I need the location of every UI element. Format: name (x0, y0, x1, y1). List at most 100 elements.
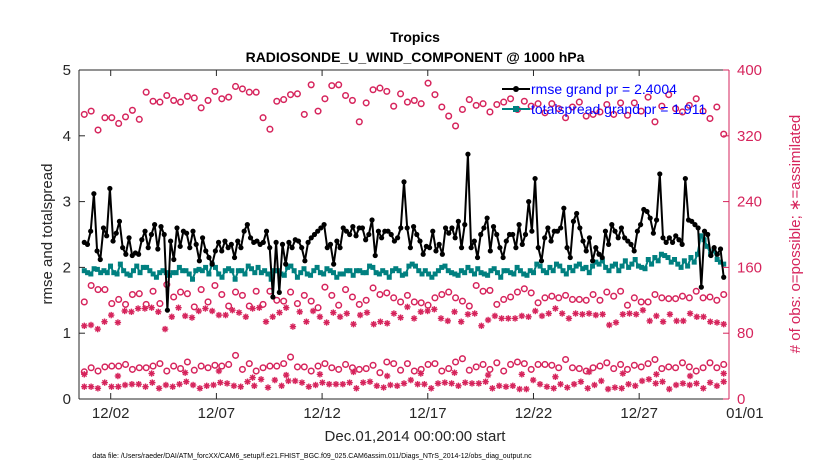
rmse-point (369, 217, 375, 223)
totalspread-point (130, 268, 136, 274)
assimilated-obs-stroke (122, 382, 128, 388)
rmse-point (433, 248, 439, 254)
assimilated-obs-stroke (296, 309, 303, 315)
possible-obs-point (176, 288, 185, 296)
assimilated-obs-stroke (606, 322, 613, 328)
possible-obs-point (211, 281, 219, 290)
possible-obs-point (348, 96, 356, 104)
possible-obs-point (376, 84, 384, 92)
assimilated-obs-stroke (653, 313, 660, 319)
possible-obs-point (637, 107, 645, 115)
possible-obs-point (651, 118, 659, 126)
rmse-point (244, 222, 250, 228)
rmse-point (606, 241, 612, 247)
possible-obs-point (603, 359, 611, 367)
assimilated-obs-point (417, 308, 424, 315)
totalspread-point (704, 243, 710, 249)
assimilated-obs-stroke (646, 376, 652, 383)
rmse-point (542, 235, 548, 241)
assimilated-obs-stroke (236, 309, 242, 316)
assimilated-obs-point (285, 377, 292, 385)
possible-obs-point (328, 364, 336, 372)
possible-obs-point (575, 365, 583, 373)
totalspread-point (206, 271, 212, 277)
x-tick-label: 12/22 (515, 405, 553, 422)
totalspread-point (258, 270, 264, 276)
rmse-point (558, 225, 564, 231)
rmse-point (203, 248, 209, 254)
assimilated-obs-point (577, 378, 585, 385)
assimilated-obs-point (208, 307, 216, 315)
possible-obs-point (121, 300, 130, 308)
rmse-point (516, 222, 522, 228)
assimilated-obs-point (659, 378, 666, 385)
assimilated-obs-point (585, 310, 593, 317)
assimilated-obs-point (141, 305, 149, 312)
rmse-point (567, 254, 573, 261)
rmse-point (436, 241, 442, 247)
rmse-point (650, 230, 656, 236)
rmse-point (187, 245, 193, 251)
possible-obs-point (307, 367, 315, 375)
totalspread-point (442, 263, 448, 269)
rmse-point (116, 218, 123, 224)
rmse-point (410, 224, 417, 230)
totalspread-point (117, 261, 123, 267)
assimilated-obs-point (229, 307, 236, 314)
totalspread-point (183, 268, 189, 274)
totalspread-point (226, 266, 232, 272)
assimilated-obs-point (215, 367, 223, 375)
assimilated-obs-stroke (639, 378, 645, 384)
possible-obs-point (108, 300, 116, 308)
rmse-point (91, 191, 97, 197)
assimilated-obs-point (175, 304, 182, 311)
rmse-point (426, 245, 433, 251)
totalspread-point (311, 268, 317, 274)
possible-obs-point (170, 362, 178, 370)
assimilated-obs-point (390, 310, 398, 317)
totalspread-point (449, 270, 455, 276)
rmse-point (580, 238, 586, 244)
rmse-point (391, 238, 398, 244)
totalspread-point (567, 264, 573, 270)
assimilated-obs-point (496, 382, 503, 389)
possible-obs-point (452, 294, 460, 302)
chart-title: Tropics (390, 29, 440, 45)
possible-obs-point (720, 290, 728, 299)
assimilated-obs-point (448, 380, 455, 387)
rmse-point (215, 239, 222, 245)
y2-tick-label: 320 (737, 128, 762, 145)
totalspread-point (675, 261, 681, 267)
possible-obs-point (87, 107, 95, 115)
assimilated-obs-point (505, 315, 512, 322)
possible-obs-point (472, 281, 480, 290)
possible-obs-point (410, 367, 418, 375)
possible-obs-point (94, 367, 102, 375)
possible-obs-point (479, 360, 487, 369)
assimilated-obs-point (316, 313, 324, 320)
rmse-point (538, 258, 545, 264)
totalspread-point (157, 270, 163, 276)
assimilated-obs-stroke (202, 305, 209, 312)
assimilated-obs-stroke (101, 379, 108, 386)
rmse-point (273, 239, 279, 245)
rmse-point (481, 225, 487, 231)
rmse-point (235, 238, 241, 244)
rmse-point (228, 241, 234, 247)
rmse-point (247, 235, 254, 241)
rmse-point (583, 248, 589, 254)
totalspread-point (406, 263, 412, 269)
possible-obs-point (630, 99, 638, 107)
x-tick-label: 12/12 (303, 405, 341, 422)
rmse-point (222, 238, 228, 244)
rmse-point (267, 245, 273, 251)
rmse-point (487, 248, 493, 254)
totalspread-point (344, 268, 350, 274)
assimilated-obs-stroke (571, 381, 577, 387)
possible-obs-point (348, 293, 356, 301)
totalspread-point (508, 270, 514, 276)
possible-obs-point (390, 360, 398, 368)
possible-obs-point (431, 360, 439, 368)
possible-obs-point (452, 358, 460, 366)
rmse-point (449, 225, 455, 231)
